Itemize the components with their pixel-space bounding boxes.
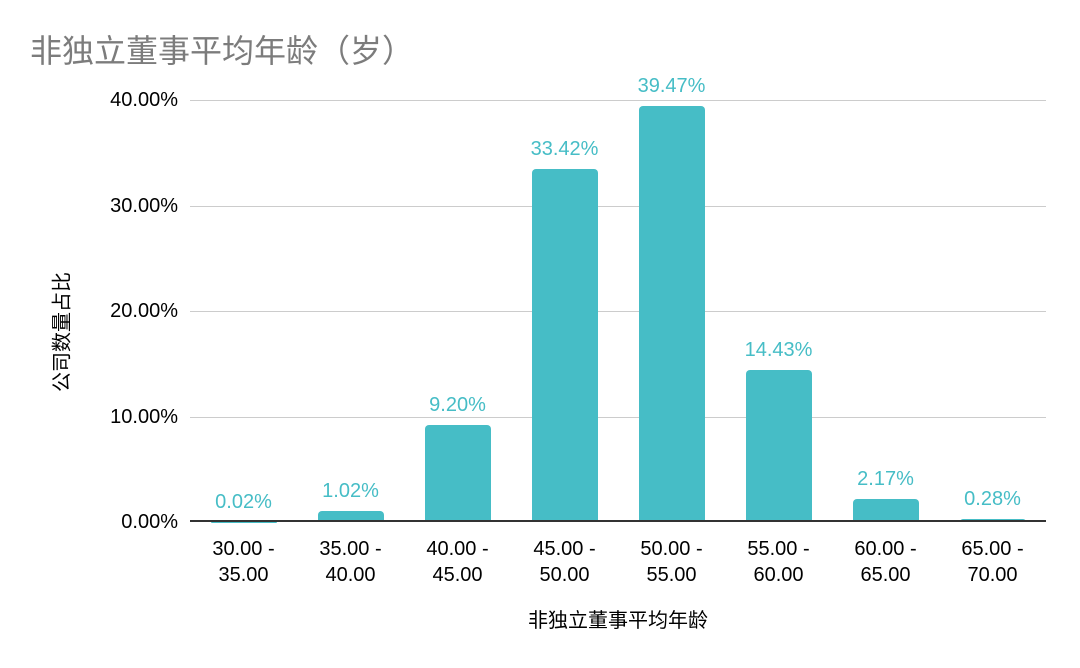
bar-value-label: 9.20% [429, 393, 486, 416]
bar-slot: 9.20% [404, 100, 511, 522]
y-tick-label: 30.00% [110, 195, 178, 217]
bar-slot: 0.28% [939, 100, 1046, 522]
y-tick-label: 10.00% [110, 406, 178, 428]
bar-value-label: 2.17% [857, 468, 914, 491]
bar-slot: 14.43% [725, 100, 832, 522]
gridline [190, 417, 1046, 418]
chart-title: 非独立董事平均年龄（岁） [30, 33, 415, 69]
x-tick-label: 50.00 - 55.00 [640, 538, 703, 586]
gridline [190, 206, 1046, 207]
gridline [190, 100, 1046, 101]
bar-slot: 2.17% [832, 100, 939, 522]
gridline [190, 311, 1046, 312]
bar-value-label: 1.02% [322, 480, 379, 503]
x-axis-baseline [190, 520, 1046, 522]
x-tick-label: 40.00 - 45.00 [426, 538, 489, 586]
x-tick-label: 65.00 - 70.00 [961, 538, 1024, 586]
bar-value-label: 39.47% [637, 74, 706, 97]
x-axis-tick-labels: 30.00 - 35.00 35.00 - 40.00 40.00 - 45.00 4… [190, 536, 1046, 588]
x-axis-title: 非独立董事平均年龄 [528, 610, 708, 632]
bar-slot: 1.02% [297, 100, 404, 522]
bar-value-label: 33.42% [530, 138, 599, 161]
x-tick-label: 45.00 - 50.00 [533, 538, 596, 586]
x-tick-label: 60.00 - 65.00 [854, 538, 917, 586]
bar-slot: 0.02% [190, 100, 297, 522]
x-tick-label: 55.00 - 60.00 [747, 538, 810, 586]
y-tick-label: 40.00% [110, 89, 178, 111]
bar [852, 499, 919, 522]
bar-value-label: 14.43% [744, 338, 813, 361]
bar [317, 511, 384, 522]
bar [638, 105, 705, 522]
bar [745, 369, 812, 522]
bar [531, 169, 598, 522]
bar-slot: 39.47% [618, 75, 725, 522]
bar-series: 0.02% 1.02% 9.20% 33.42% 39.47% 14.43% 2.17% 0.… [190, 75, 1046, 522]
y-tick-label: 0.00% [121, 511, 178, 533]
y-axis-tick-labels: 40.00% 30.00% 20.00% 10.00% 0.00% [0, 0, 178, 668]
bar-value-label: 0.28% [964, 488, 1021, 511]
x-tick-label: 30.00 - 35.00 [212, 538, 275, 586]
y-tick-label: 20.00% [110, 300, 178, 322]
x-tick-label: 35.00 - 40.00 [319, 538, 382, 586]
bar-slot: 33.42% [511, 100, 618, 522]
plot-area: 0.02% 1.02% 9.20% 33.42% 39.47% 14.43% 2.17% 0.… [190, 75, 1046, 522]
bar-value-label: 0.02% [215, 490, 272, 513]
bar [424, 424, 491, 522]
